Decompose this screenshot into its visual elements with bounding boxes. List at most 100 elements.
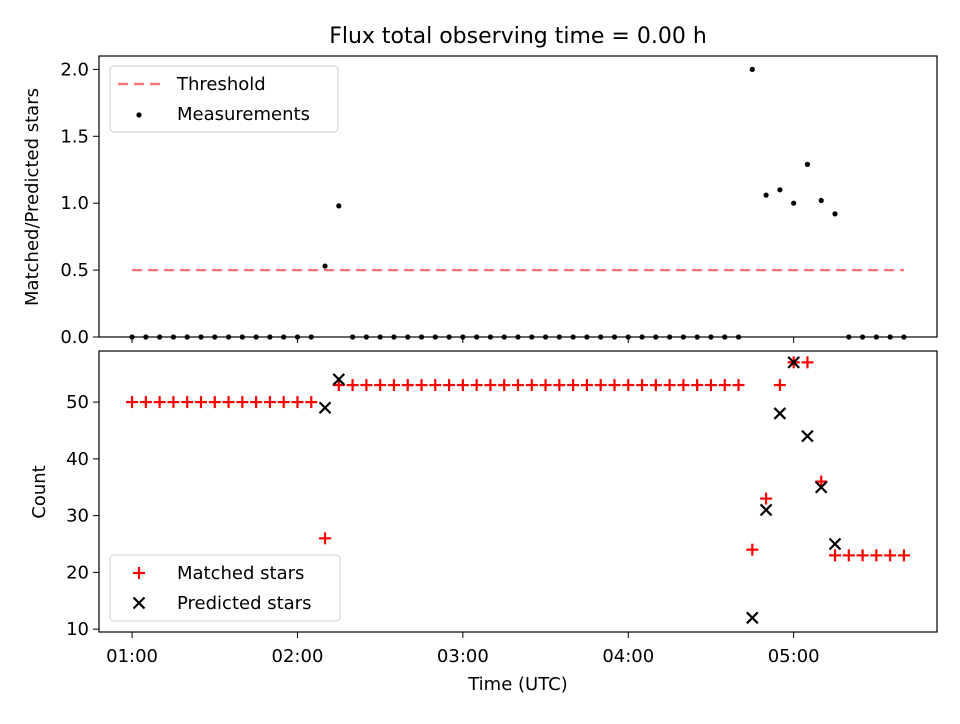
bottom-xtick-label: 04:00 [602,646,654,667]
matched-star-point [277,396,290,409]
matched-star-point [773,379,786,392]
matched-star-point [815,475,828,488]
legend-predicted-swatch [132,596,146,610]
matched-star-point [263,396,276,409]
matched-star-point [332,379,345,392]
legend-threshold-label: Threshold [176,74,266,95]
top-ytick-label: 0.5 [60,260,89,281]
top-ytick-label: 1.5 [60,126,89,147]
matched-star-point [594,379,607,392]
predicted-star-point-b [746,611,759,625]
measurement-point [832,211,838,217]
matched-star-point [746,543,759,556]
matched-star-point [139,396,152,409]
legend-matched-marker [133,567,145,579]
top-ytick-label: 1.0 [60,193,89,214]
matched-star-point [525,379,538,392]
predicted-star-point [814,480,828,494]
top-ytick-label: 2.0 [60,59,89,80]
matched-star-point [291,396,304,409]
legend-matched-swatch [133,567,145,579]
matched-star-point [346,379,359,392]
matched-star-point [236,396,249,409]
matched-star-point [760,492,773,505]
bottom-legend: Matched stars Predicted stars [109,554,341,622]
bottom-ytick-label: 20 [66,562,89,583]
bottom-xtick-label: 01:00 [106,646,158,667]
matched-star-point [319,532,332,545]
matched-star-point [167,396,180,409]
bottom-ytick-label: 40 [66,449,89,470]
matched-star-point [567,379,580,392]
matched-star-point [250,396,263,409]
matched-star-point [608,379,621,392]
matched-star-point [829,549,842,562]
top-yticks: 0.0 0.5 1.0 1.5 2.0 [60,59,99,348]
bottom-xtick-label: 05:00 [768,646,820,667]
legend-predicted-label: Predicted stars [177,593,311,614]
predicted-star-point-b [828,537,842,551]
legend-matched-label: Matched stars [177,563,304,584]
matched-star-point [374,379,387,392]
chart-title: Flux total observing time = 0.00 h [329,24,707,49]
matched-star-point [498,379,511,392]
top-ylabel: Matched/Predicted stars [22,88,43,306]
top-axes: 0.00.51.01.52.0 Matched/Predicted stars … [22,55,938,348]
predicted-star-point [773,407,787,420]
top-legend-box [109,65,339,133]
predicted-star-point-b [318,401,332,415]
bottom-ytick-label: 10 [66,619,89,640]
matched-star-point [181,396,194,409]
predicted-star-point-b [814,480,828,494]
top-axes-frame [98,55,938,338]
matched-star-point [153,396,166,409]
predicted-star-point [318,401,332,415]
matched-star-point [856,549,869,562]
measurement-point [763,192,769,198]
legend-measurements-swatch [136,112,142,118]
bottom-ytick-label: 30 [66,506,89,527]
matched-star-point [208,396,221,409]
bottom-legend-box [109,554,341,622]
predicted-star-point-b [773,407,787,420]
matched-star-point [897,549,910,562]
legend-predicted-marker [132,596,146,610]
matched-star-point [429,379,442,392]
matched-star-point [415,379,428,392]
matched-star-point [305,396,318,409]
measurement-point [336,203,342,209]
matched-star-point [222,396,235,409]
bottom-xtick-label: 02:00 [272,646,324,667]
matched-star-point [470,379,483,392]
measurement-point [804,161,811,167]
bottom-axes-frame [98,350,938,633]
matched-star-point [194,396,207,409]
matched-star-point [553,379,566,392]
matched-star-point [677,379,690,392]
measurement-point [818,197,824,204]
measurement-point [749,66,755,72]
matched-star-point [691,379,704,392]
bottom-yticks: 10 20 30 40 50 [66,392,99,640]
predicted-star-point-b [787,356,800,369]
matched-star-point [401,379,414,392]
predicted-star-point-b [801,429,814,443]
matched-star-point [443,379,456,392]
matched-star-point [456,379,469,392]
bottom-xtick-label: 03:00 [437,646,489,667]
measurement-point [777,187,783,193]
bottom-ytick-label: 50 [66,392,89,413]
matched-star-point [539,379,552,392]
measurement-point [322,263,328,269]
predicted-star-point [746,611,759,625]
matched-star-point [484,379,497,392]
matched-star-point [387,379,400,392]
bottom-ylabel: Count [29,465,50,518]
bottom-xticks: 01:00 02:00 03:00 04:00 05:00 [106,632,820,667]
matched-star-point [732,379,745,392]
bottom-xlabel: Time (UTC) [467,674,568,695]
matched-star-point [636,379,649,392]
predicted-star-point [759,503,773,517]
matched-star-point [622,379,635,392]
